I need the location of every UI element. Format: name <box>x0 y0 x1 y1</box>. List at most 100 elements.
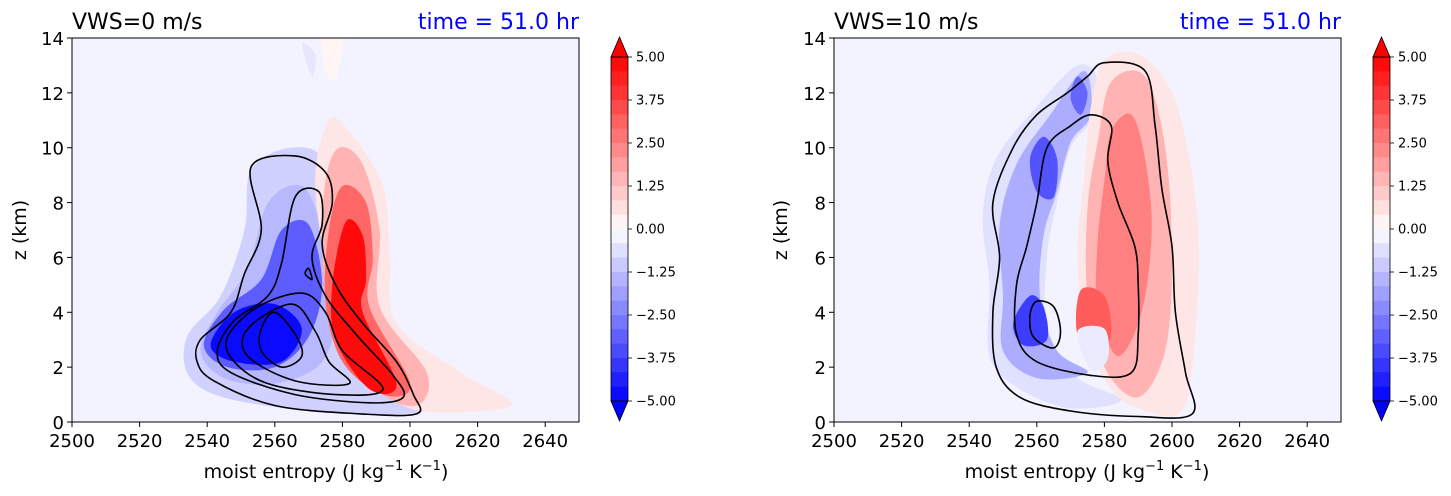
title-left-0: VWS=0 m/s <box>72 10 203 35</box>
colorbar-tick-label-0-0: 5.00 <box>636 51 665 66</box>
x-tick-label-1-4: 2580 <box>1081 431 1127 452</box>
colorbar-level-0-1 <box>611 71 628 87</box>
x-tick-label-0-3: 2560 <box>252 431 298 452</box>
y-tick-label-1-6: 12 <box>803 84 826 105</box>
colorbar-1: 5.00 3.75 2.50 1.25 0.00 −1.25 −2.50 −3.75 −5.00 <box>1372 35 1438 423</box>
colorbar-level-0-7 <box>611 157 628 173</box>
colorbar-level-1-21 <box>1373 358 1390 373</box>
colorbar-level-1-13 <box>1373 243 1390 259</box>
colorbar-extend-min-0 <box>610 400 629 423</box>
colorbar-level-0-6 <box>611 143 628 158</box>
x-tick-label-0-0: 2500 <box>49 431 95 452</box>
contour-line-0-0 <box>194 154 422 417</box>
y-tick-label-0-1: 2 <box>53 358 64 379</box>
colorbar-level-1-8 <box>1373 171 1390 187</box>
colorbar-level-1-0 <box>1373 57 1390 72</box>
filled-region-1-3 <box>1012 295 1049 347</box>
colorbar-tick-label-0-4: 0.00 <box>636 223 665 238</box>
colorbar-level-0-18 <box>611 315 628 330</box>
y-axis-label-1: z (km) <box>770 200 792 260</box>
colorbar-tick-label-1-8: −5.00 <box>1398 395 1438 410</box>
colorbar-level-1-22 <box>1373 372 1390 388</box>
y-tick-label-0-6: 12 <box>41 84 64 105</box>
colorbar-level-0-5 <box>611 128 628 144</box>
colorbar-level-0-22 <box>611 372 628 388</box>
y-ticks-1: 0 2 4 6 8 10 12 14 <box>803 29 834 434</box>
colorbar-level-1-6 <box>1373 143 1390 158</box>
contour-line-0-5 <box>304 267 313 281</box>
colorbar-level-0-23 <box>611 386 628 402</box>
title-right-1: time = 51.0 hr <box>1180 10 1342 35</box>
colorbar-level-0-21 <box>611 358 628 373</box>
colorbar-level-0-9 <box>611 186 628 201</box>
colorbar-level-0-4 <box>611 114 628 130</box>
x-tick-label-1-3: 2560 <box>1014 431 1060 452</box>
colorbar-tick-label-1-3: 1.25 <box>1398 180 1427 195</box>
colorbar-level-1-19 <box>1373 329 1390 345</box>
colorbar-tick-label-0-8: −5.00 <box>636 395 676 410</box>
colorbar-level-0-15 <box>611 272 628 287</box>
colorbar-level-0-19 <box>611 329 628 345</box>
colorbar-level-1-17 <box>1373 300 1390 316</box>
filled-region-0-8 <box>321 38 343 82</box>
colorbar-extend-min-1 <box>1372 400 1391 423</box>
colorbar-level-1-11 <box>1373 214 1390 230</box>
x-tick-label-0-7: 2640 <box>522 431 568 452</box>
x-tick-label-0-5: 2600 <box>387 431 433 452</box>
y-ticks-0: 0 2 4 6 8 10 12 14 <box>41 29 72 434</box>
colorbar-level-0-0 <box>611 57 628 72</box>
contour-line-0-2 <box>225 292 384 396</box>
y-tick-label-0-4: 8 <box>53 194 64 215</box>
y-tick-label-0-3: 6 <box>53 248 64 269</box>
colorbar-tick-label-1-2: 2.50 <box>1398 137 1427 152</box>
panel-vws-0: 2500 2520 2540 2560 2580 2600 2620 2640 0 2 4 6 8 10… <box>9 10 676 483</box>
colorbar-level-1-20 <box>1373 343 1390 359</box>
contour-line-0-4 <box>258 311 304 368</box>
colorbar-level-0-11 <box>611 214 628 230</box>
filled-region-0-9 <box>301 42 316 77</box>
colorbar-level-1-4 <box>1373 114 1390 130</box>
contour-line-0-3 <box>241 303 351 387</box>
x-tick-label-1-2: 2540 <box>946 431 992 452</box>
y-axis-label-0: z (km) <box>9 200 31 260</box>
filled-contours-1 <box>982 51 1199 417</box>
y-tick-label-0-0: 0 <box>53 413 64 434</box>
x-tick-label-1-7: 2640 <box>1284 431 1330 452</box>
y-tick-label-1-1: 2 <box>815 358 826 379</box>
y-tick-label-1-5: 10 <box>803 139 826 160</box>
colorbar-tick-label-0-7: −3.75 <box>636 352 676 367</box>
colorbar-level-1-23 <box>1373 386 1390 402</box>
x-ticks-1: 2500 2520 2540 2560 2580 2600 2620 2640 <box>811 422 1330 452</box>
colorbar-level-0-14 <box>611 257 628 273</box>
y-tick-label-1-7: 14 <box>803 29 826 50</box>
colorbar-level-1-16 <box>1373 286 1390 302</box>
filled-region-1-2 <box>1029 136 1058 200</box>
plot-frame-1 <box>833 37 1342 423</box>
y-tick-label-1-0: 0 <box>815 413 826 434</box>
x-tick-label-1-1: 2520 <box>879 431 925 452</box>
filled-region-1-9 <box>1077 325 1110 372</box>
x-axis-label-0: moist entropy (J kg−1 K−1) <box>204 459 449 483</box>
colorbar-tick-label-1-6: −2.50 <box>1398 309 1438 324</box>
contour-line-0-1 <box>216 187 406 404</box>
colorbar-tick-label-1-7: −3.75 <box>1398 352 1438 367</box>
x-tick-label-0-1: 2520 <box>117 431 163 452</box>
colorbar-tick-label-0-6: −2.50 <box>636 309 676 324</box>
colorbar-level-0-8 <box>611 171 628 187</box>
colorbar-level-0-13 <box>611 243 628 259</box>
contour-line-1-1 <box>1013 113 1140 379</box>
y-tick-label-1-4: 8 <box>815 194 826 215</box>
colorbar-tick-label-1-5: −1.25 <box>1398 266 1438 281</box>
colorbar-level-0-2 <box>611 85 628 101</box>
x-axis-label-1: moist entropy (J kg−1 K−1) <box>965 459 1210 483</box>
x-ticks-0: 2500 2520 2540 2560 2580 2600 2620 2640 <box>49 422 568 452</box>
colorbar-level-0-10 <box>611 200 628 216</box>
colorbar-level-0-16 <box>611 286 628 302</box>
colorbar-tick-label-1-4: 0.00 <box>1398 223 1427 238</box>
x-tick-label-1-6: 2620 <box>1217 431 1263 452</box>
colorbar-level-1-2 <box>1373 85 1390 101</box>
colorbar-level-0-20 <box>611 343 628 359</box>
colorbar-extend-max-1 <box>1372 35 1391 58</box>
contour-lines-1 <box>991 61 1196 419</box>
